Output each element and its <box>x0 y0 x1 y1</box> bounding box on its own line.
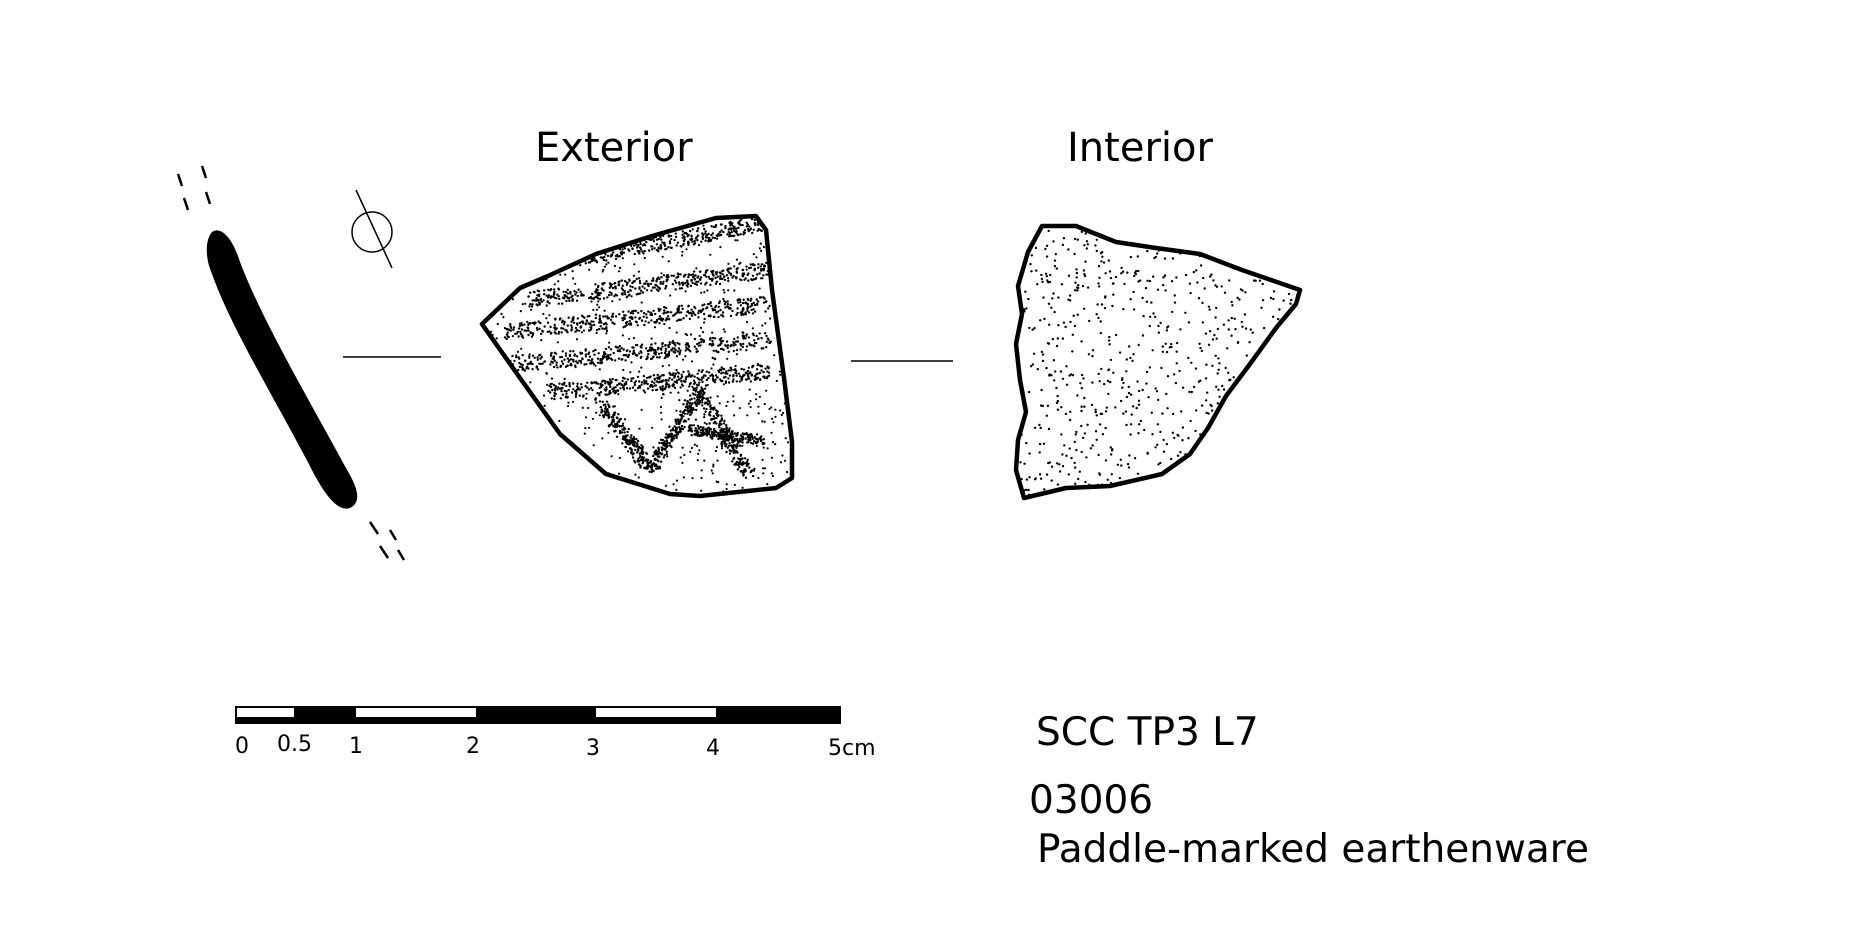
scale-tick-label: 0.5 <box>277 732 312 757</box>
diameter-symbol <box>351 189 393 269</box>
profile-break-marks <box>176 165 406 561</box>
scale-bar <box>235 706 841 724</box>
exterior-sherd <box>479 213 795 499</box>
scale-tick-label: 2 <box>466 734 480 759</box>
scale-tick-label: 0 <box>235 734 249 759</box>
specimen-description: Paddle-marked earthenware <box>1037 827 1589 872</box>
exterior-label: Exterior <box>535 125 693 171</box>
specimen-number: 03006 <box>1029 778 1154 823</box>
scale-tick-label: 4 <box>706 736 720 761</box>
context-label: SCC TP3 L7 <box>1036 710 1259 755</box>
interior-sherd <box>1013 223 1303 501</box>
profile-section <box>206 230 358 509</box>
scale-tick-label: 3 <box>586 736 600 761</box>
scale-tick-labels: 0 0.5 1 2 3 4 5cm <box>235 732 876 761</box>
axis-lines <box>343 356 953 362</box>
scale-tick-label: 5cm <box>828 736 876 761</box>
interior-label: Interior <box>1067 125 1213 171</box>
scale-tick-label: 1 <box>349 734 363 759</box>
